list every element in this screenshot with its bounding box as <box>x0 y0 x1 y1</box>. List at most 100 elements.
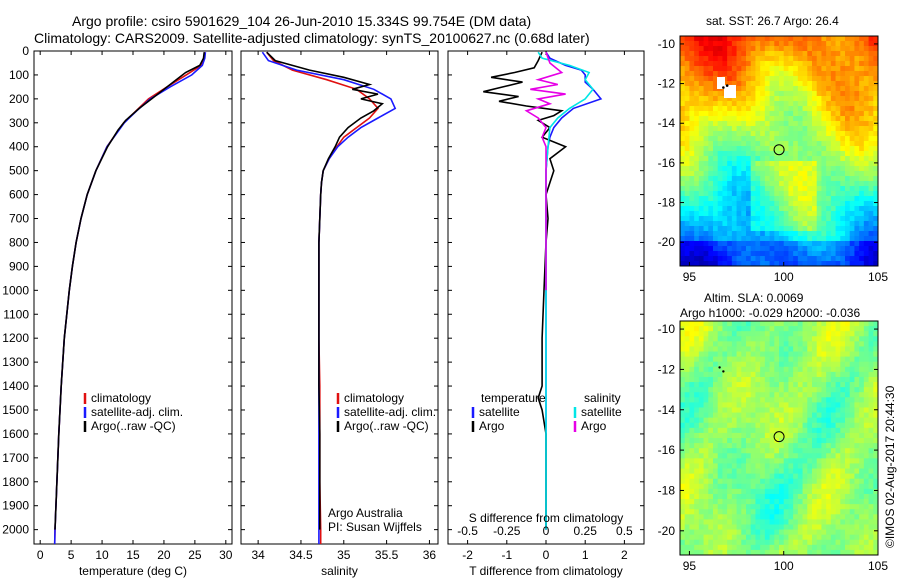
map-cell <box>873 361 879 368</box>
map-cell <box>703 61 709 67</box>
map-cell <box>863 236 869 242</box>
map-cell <box>863 524 869 530</box>
map-cell <box>760 371 766 378</box>
map-cell <box>812 46 818 52</box>
map-cell <box>764 161 770 167</box>
map-cell <box>849 549 855 556</box>
map-cell <box>680 351 686 358</box>
map-cell <box>750 256 756 262</box>
map-cell <box>717 376 723 383</box>
map-cell <box>873 251 879 257</box>
map-cell <box>797 407 803 413</box>
map-cell <box>783 534 789 541</box>
map-cell <box>802 341 808 347</box>
map-cell <box>840 231 846 237</box>
map-cell <box>731 356 737 363</box>
map-cell <box>708 131 714 137</box>
map-cell <box>840 201 846 207</box>
map-cell <box>802 76 808 82</box>
map-cell <box>708 231 714 237</box>
map-cell <box>746 166 752 172</box>
map-cell <box>835 321 841 327</box>
map-cell <box>703 387 709 393</box>
map-cell <box>755 136 761 142</box>
map-cell <box>769 402 775 408</box>
map-cell <box>793 351 799 358</box>
map-cell <box>783 106 789 112</box>
map-cell <box>713 161 719 167</box>
map-cell <box>868 226 874 232</box>
map-cell <box>797 86 803 92</box>
map-cell <box>793 387 799 393</box>
map-cell <box>755 111 761 117</box>
map-cell <box>684 236 690 242</box>
map-cell <box>727 483 733 490</box>
map-cell <box>802 488 808 495</box>
map-cell <box>750 66 756 72</box>
map-cell <box>863 326 869 332</box>
map-cell <box>684 201 690 207</box>
map-cell <box>741 206 747 212</box>
sla-map-title-line1: Altim. SLA: 0.0069 <box>704 291 804 305</box>
map-cell <box>868 146 874 152</box>
map-cell <box>689 514 695 520</box>
map-cell <box>750 463 756 469</box>
map-cell <box>854 126 860 132</box>
map-cell <box>783 211 789 217</box>
map-cell <box>708 382 714 388</box>
map-cell <box>863 438 869 444</box>
map-cell <box>750 549 756 556</box>
map-cell <box>736 221 742 227</box>
map-cell <box>750 443 756 449</box>
map-cell <box>680 36 686 42</box>
map-cell <box>788 458 794 464</box>
map-cell <box>722 539 728 546</box>
map-cell <box>797 201 803 207</box>
map-cell <box>859 241 865 247</box>
map-cell <box>849 356 855 363</box>
map-cell <box>835 126 841 132</box>
map-cell <box>812 146 818 152</box>
map-cell <box>689 371 695 378</box>
map-cell <box>769 206 775 212</box>
map-cell <box>821 529 827 536</box>
map-cell <box>750 171 756 177</box>
map-cell <box>779 509 785 515</box>
map-cell <box>750 61 756 67</box>
map-cell <box>769 261 775 267</box>
map-cell <box>821 387 827 393</box>
map-cell <box>807 136 813 142</box>
map-cell <box>746 116 752 122</box>
map-cell <box>783 346 789 352</box>
map-cell <box>783 524 789 530</box>
map-cell <box>797 106 803 112</box>
map-cell <box>845 376 851 383</box>
map-cell <box>868 121 874 127</box>
map-cell <box>774 499 780 505</box>
map-cell <box>689 443 695 449</box>
map-cell <box>779 397 785 403</box>
map-cell <box>689 121 695 127</box>
map-cell <box>873 453 879 459</box>
map-cell <box>689 141 695 147</box>
map-cell <box>727 101 733 107</box>
map-cell <box>788 91 794 97</box>
map-cell <box>783 181 789 187</box>
map-cell <box>746 453 752 459</box>
map-cell <box>708 86 714 92</box>
map-cell <box>802 351 808 358</box>
map-cell <box>835 473 841 480</box>
map-cell <box>680 336 686 342</box>
map-cell <box>727 412 733 419</box>
map-cell <box>807 321 813 327</box>
map-cell <box>802 91 808 97</box>
map-cell <box>717 412 723 419</box>
map-cell <box>680 71 686 77</box>
map-cell <box>845 458 851 464</box>
map-cell <box>727 519 733 525</box>
map-cell <box>868 221 874 227</box>
map-cell <box>769 549 775 556</box>
map-cell <box>684 211 690 217</box>
map-cell <box>868 231 874 237</box>
map-cell <box>736 171 742 177</box>
